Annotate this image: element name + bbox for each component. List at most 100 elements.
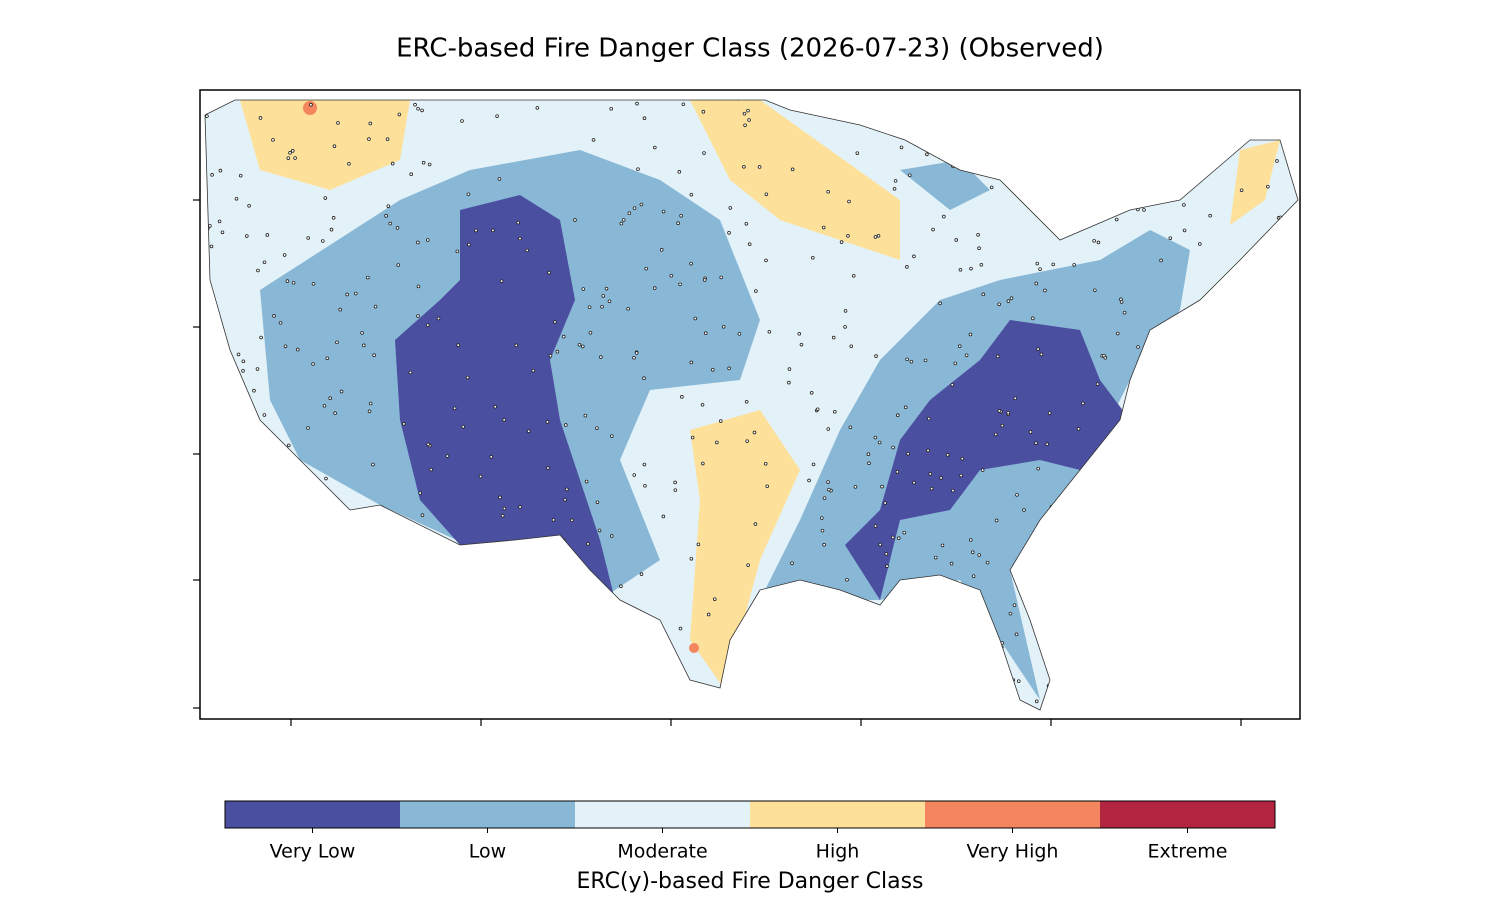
station (815, 407, 820, 412)
station (653, 145, 657, 150)
station (1119, 300, 1124, 304)
station (661, 514, 666, 519)
very-high-spot (303, 101, 317, 115)
station (531, 368, 536, 373)
station (371, 462, 375, 467)
station (632, 355, 636, 360)
station (295, 347, 300, 352)
station (884, 552, 889, 556)
station (1248, 433, 1253, 437)
station (1015, 493, 1019, 497)
station (347, 161, 351, 166)
station (1072, 263, 1076, 267)
station (728, 206, 733, 210)
station (514, 343, 519, 348)
station (416, 240, 420, 245)
station (1229, 439, 1233, 443)
station (1147, 499, 1151, 504)
station (288, 672, 292, 676)
station (555, 349, 560, 354)
station (1254, 507, 1258, 512)
station (643, 483, 647, 488)
station (1036, 466, 1040, 471)
station (757, 165, 762, 169)
station (1006, 299, 1011, 303)
station (905, 265, 909, 269)
station (1213, 521, 1218, 526)
station (1169, 105, 1174, 109)
station (271, 138, 275, 142)
station (342, 521, 346, 526)
station (1208, 213, 1212, 218)
station (764, 258, 768, 263)
station (306, 426, 310, 430)
station (1178, 453, 1182, 458)
station (352, 624, 357, 629)
station (893, 179, 898, 183)
station (551, 518, 556, 522)
station (822, 542, 826, 547)
station (581, 287, 586, 291)
station (680, 395, 684, 399)
station (1125, 478, 1129, 482)
station (402, 698, 407, 703)
station (1068, 95, 1071, 98)
station (455, 249, 460, 254)
station (1013, 150, 1017, 155)
station (311, 282, 316, 286)
station (811, 255, 815, 260)
station (1198, 374, 1203, 378)
station (954, 238, 959, 242)
station (693, 316, 698, 321)
station (291, 281, 296, 285)
station (1262, 271, 1266, 275)
station (799, 342, 804, 347)
station (1199, 517, 1203, 521)
station (472, 628, 476, 633)
station (964, 353, 969, 358)
station (319, 605, 323, 609)
colorbar: Very Low Low Moderate High Very High Extreme (224, 800, 1276, 863)
station (634, 351, 639, 355)
station (285, 279, 290, 283)
station (1215, 335, 1220, 340)
station (395, 226, 400, 230)
station (1252, 104, 1257, 108)
station (272, 618, 277, 622)
station (1182, 228, 1187, 233)
station (322, 403, 327, 408)
station (1164, 177, 1169, 181)
station (1156, 366, 1160, 371)
danger-areas (205, 95, 1298, 710)
station (739, 634, 744, 638)
station (959, 670, 964, 674)
station (976, 233, 980, 237)
station (942, 214, 946, 219)
station (875, 676, 879, 680)
station (1174, 168, 1178, 173)
station (241, 359, 246, 364)
station (301, 484, 305, 489)
station (1073, 587, 1077, 591)
station (349, 668, 354, 673)
station (974, 147, 979, 152)
station (252, 388, 256, 393)
station (569, 518, 574, 523)
station (1291, 354, 1296, 359)
station (230, 463, 235, 468)
station (1091, 518, 1095, 523)
station (958, 697, 963, 702)
station (1163, 161, 1167, 165)
station (809, 390, 814, 395)
station (1160, 493, 1164, 498)
station (558, 573, 562, 578)
station (235, 435, 239, 440)
station (231, 451, 235, 456)
station (258, 116, 263, 120)
station (639, 572, 644, 576)
station (416, 284, 421, 289)
station (715, 440, 719, 445)
station (361, 343, 366, 348)
station (619, 584, 623, 589)
